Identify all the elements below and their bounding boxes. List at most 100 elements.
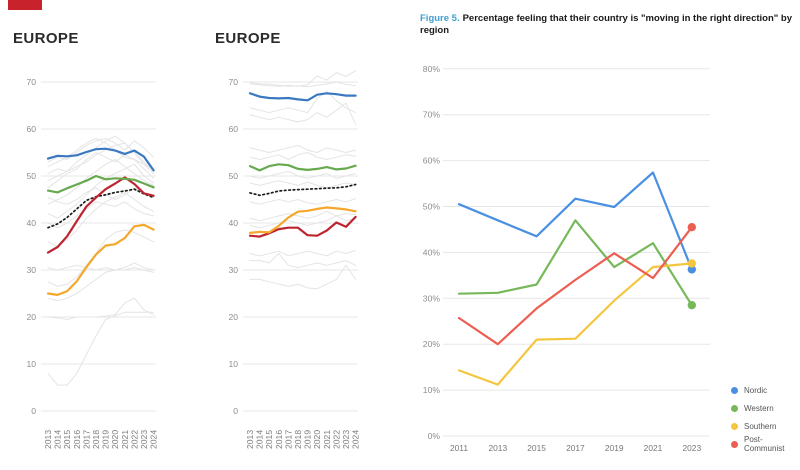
series-line-post-communist xyxy=(46,176,155,254)
x-tick-label: 2020 xyxy=(312,430,322,449)
background-country-line xyxy=(47,311,155,386)
legend-dot-icon xyxy=(731,404,738,412)
series-line-post-communist xyxy=(457,226,693,346)
legend-label: Southern xyxy=(744,421,777,431)
x-tick-label: 2019 xyxy=(605,443,624,453)
y-tick-label: 70 xyxy=(228,77,238,87)
background-country-line xyxy=(47,297,155,320)
legend-item-nordic: Nordic xyxy=(731,381,800,399)
series-line-southern xyxy=(457,262,693,386)
background-country-line xyxy=(47,187,155,205)
legend-dot-icon xyxy=(731,440,738,448)
y-tick-label: 70 xyxy=(26,77,36,87)
y-tick-label: 0 xyxy=(31,406,36,416)
y-tick-label: 40 xyxy=(228,218,238,228)
x-tick-label: 2019 xyxy=(101,430,111,449)
right-direction-chart: 0% 10% 20% 30% 40% 50% 60% 70% 80% 2011 2013 2015 20… xyxy=(423,64,710,453)
y-tick-label: 60 xyxy=(26,124,36,134)
y-tick-label: 60% xyxy=(423,156,441,166)
x-tick-label: 2014 xyxy=(255,430,265,449)
series-line-nordic xyxy=(46,147,155,172)
y-tick-label: 50 xyxy=(26,171,36,181)
y-tick-label: 10 xyxy=(26,359,36,369)
background-country-line xyxy=(47,137,155,170)
y-tick-label: 10% xyxy=(423,385,441,395)
background-country-line xyxy=(47,163,155,219)
figure-title-text: Percentage feeling that their country is… xyxy=(420,13,793,36)
series-line-nordic xyxy=(248,92,357,102)
x-tick-label: 2011 xyxy=(450,443,468,453)
background-country-line xyxy=(249,144,357,153)
y-tick-label: 40% xyxy=(423,247,441,257)
y-tick-label: 0% xyxy=(428,431,441,441)
chart-title-europe-left: EUROPE xyxy=(13,30,79,47)
series-line-southern xyxy=(248,206,357,234)
series-line-post-communist xyxy=(248,215,357,238)
x-tick-label: 2021 xyxy=(322,430,332,449)
background-country-line xyxy=(47,264,155,273)
legend-label: Western xyxy=(744,403,774,413)
series-line-western xyxy=(457,219,693,307)
y-tick-label: 20% xyxy=(423,339,441,349)
background-country-line xyxy=(249,210,357,222)
background-country-line xyxy=(249,180,357,189)
end-marker-nordic xyxy=(687,265,696,274)
background-country-line xyxy=(249,249,357,257)
y-tick-label: 40 xyxy=(26,218,36,228)
series-line-western xyxy=(46,174,155,194)
end-marker-southern xyxy=(687,259,696,268)
background-country-line xyxy=(47,137,155,163)
x-tick-label: 2016 xyxy=(274,430,284,449)
background-country-line xyxy=(47,229,155,287)
x-tick-label: 2015 xyxy=(527,443,546,453)
x-tick-label: 2018 xyxy=(293,430,303,449)
legend-dot-icon xyxy=(731,386,738,394)
background-country-line xyxy=(249,253,357,269)
x-tick-label: 2015 xyxy=(264,430,274,449)
x-tick-label: 2022 xyxy=(331,430,341,449)
y-tick-label: 30% xyxy=(423,293,441,303)
x-tick-label: 2017 xyxy=(283,430,293,449)
x-tick-label: 2017 xyxy=(81,430,91,449)
x-tick-label: 2021 xyxy=(120,430,130,449)
series-line-southern xyxy=(46,223,155,296)
x-tick-label: 2013 xyxy=(488,443,507,453)
y-tick-label: 80% xyxy=(423,64,441,74)
legend-dot-icon xyxy=(731,422,738,430)
x-tick-label: 2014 xyxy=(53,430,63,449)
y-tick-label: 30 xyxy=(228,265,238,275)
background-country-line xyxy=(249,170,357,179)
background-country-line xyxy=(249,215,357,229)
figure-title: Figure 5. Percentage feeling that their c… xyxy=(420,13,792,37)
legend-label: Nordic xyxy=(744,385,768,395)
series-line-nordic xyxy=(457,171,693,271)
background-country-line xyxy=(249,152,357,160)
x-tick-label: 2016 xyxy=(72,430,82,449)
end-marker-post-communist xyxy=(687,223,696,232)
end-marker-western xyxy=(687,301,696,310)
y-tick-label: 10 xyxy=(228,359,238,369)
x-tick-label: 2024 xyxy=(351,430,361,449)
y-tick-label: 0 xyxy=(233,406,238,416)
x-tick-label: 2013 xyxy=(43,430,53,449)
x-tick-label: 2017 xyxy=(566,443,585,453)
background-country-line xyxy=(47,201,155,229)
x-tick-label: 2023 xyxy=(682,443,701,453)
y-tick-label: 50 xyxy=(228,171,238,181)
background-country-line xyxy=(47,191,155,247)
background-country-line xyxy=(249,90,357,114)
legend-item-western: Western xyxy=(731,399,800,417)
y-tick-label: 70% xyxy=(423,110,441,120)
x-tick-label: 2020 xyxy=(110,430,120,449)
y-tick-label: 20 xyxy=(26,312,36,322)
legend-item-post-communist: Post-Communist xyxy=(731,435,800,453)
y-tick-label: 50% xyxy=(423,202,441,212)
series-line-europe-average xyxy=(249,183,357,197)
background-country-line xyxy=(249,70,357,87)
x-tick-label: 2023 xyxy=(341,430,351,449)
background-country-line xyxy=(249,102,357,125)
x-tick-label: 2022 xyxy=(129,430,139,449)
legend-item-southern: Southern xyxy=(731,417,800,435)
